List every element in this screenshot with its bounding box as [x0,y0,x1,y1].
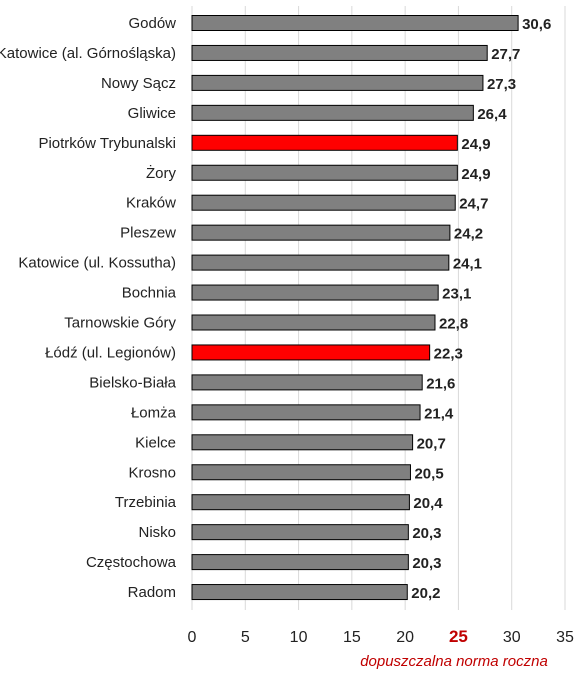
category-label: Nowy Sącz [101,75,176,92]
bar-3 [191,104,474,121]
value-label: 27,3 [487,76,516,93]
category-label: Bielsko-Biała [89,374,176,391]
category-label: Krosno [128,464,176,481]
x-tick-label: 10 [290,629,308,646]
value-label: 23,1 [442,286,471,303]
bar-9 [191,284,439,301]
value-label: 21,4 [424,405,454,422]
value-label: 20,3 [412,525,441,542]
value-label: 24,9 [461,166,490,183]
category-label: Łódź (ul. Legionów) [45,344,176,361]
bar-6 [191,194,456,211]
x-tick-label: 5 [241,629,250,646]
category-label: Łomża [131,404,177,421]
category-label: Kraków [126,195,176,212]
bar-0 [191,15,519,31]
category-label: Katowice (ul. Kossutha) [18,255,176,272]
category-label: Kielce [135,434,176,451]
category-label: Żory [146,164,177,182]
category-label: Gliwice [128,105,176,122]
value-label: 22,8 [439,316,468,333]
bar-10 [191,314,436,331]
category-label: Częstochowa [86,554,177,571]
value-label: 20,5 [414,465,443,482]
bar-12 [191,374,423,391]
value-label: 20,4 [413,495,443,512]
value-label: 22,3 [434,345,463,362]
bar-15 [191,464,411,481]
category-label: Nisko [138,524,176,541]
category-label: Katowice (al. Górnośląska) [0,45,176,62]
bar-5 [191,164,458,181]
bar-1 [191,44,488,61]
category-label: Godów [128,15,176,32]
x-axis-ticks: 0 5 10 15 20 25 30 35 [188,627,574,646]
category-label: Trzebinia [115,494,177,511]
x-tick-label: 20 [396,629,414,646]
value-label: 26,4 [477,106,507,123]
value-labels: 30,627,7 27,3 26,4 24,9 24,9 24,7 24,2 24,1 23,1… [411,16,551,602]
value-label: 20,2 [411,585,440,602]
bar-4 [191,134,458,151]
bars [191,15,519,601]
x-tick-label: 0 [188,629,197,646]
bar-14 [191,434,414,451]
category-label: Pleszew [120,225,176,242]
category-label: Bochnia [122,285,177,302]
x-tick-label: 30 [503,629,521,646]
x-tick-label: 25 [449,627,468,646]
category-label: Tarnowskie Góry [64,315,176,332]
category-labels: Godów Katowice (al. Górnośląska) Nowy Sącz… [0,15,177,601]
x-tick-label: 15 [343,629,361,646]
category-label: Piotrków Trybunalski [38,135,176,152]
grid [191,6,566,610]
value-label: 20,7 [417,435,446,452]
bar-16 [191,494,410,511]
bar-8 [191,254,450,271]
value-label: 24,1 [453,256,482,273]
category-label: Radom [128,584,176,601]
bar-7 [191,224,451,241]
value-label: 27,7 [491,46,520,63]
bar-2 [191,74,484,91]
bar-13 [191,404,421,421]
bar-19 [191,584,408,601]
bar-11 [191,344,431,361]
value-label: 21,6 [426,375,455,392]
limit-annotation: dopuszczalna norma roczna [360,653,548,670]
bar-18 [191,554,409,571]
value-label: 24,9 [461,136,490,153]
bar-17 [191,524,409,541]
value-label: 24,2 [454,226,483,243]
value-label: 20,3 [412,555,441,572]
value-label: 24,7 [459,196,488,213]
x-tick-label: 35 [556,629,574,646]
value-label: 30,6 [522,16,551,33]
